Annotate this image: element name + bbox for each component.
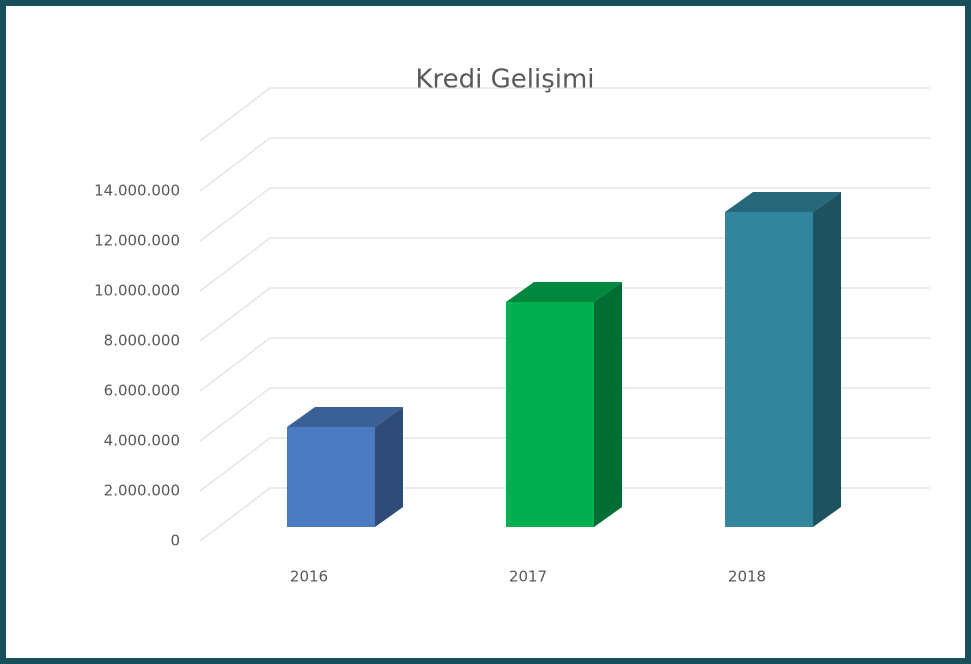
y-tick-label: 4.000.000 bbox=[104, 432, 180, 450]
grid-line bbox=[199, 487, 930, 542]
grid-line bbox=[199, 437, 930, 492]
x-tick-label: 2018 bbox=[728, 568, 766, 586]
grid-line bbox=[199, 87, 930, 142]
grid-line bbox=[199, 287, 930, 342]
grid-line bbox=[199, 337, 930, 392]
grid-line bbox=[199, 387, 930, 442]
y-tick-label: 10.000.000 bbox=[94, 282, 180, 300]
grid-line bbox=[199, 137, 930, 192]
bar-top bbox=[287, 407, 403, 427]
bar-side bbox=[594, 282, 622, 527]
y-tick-label: 8.000.000 bbox=[104, 332, 180, 350]
y-tick-label: 0 bbox=[170, 532, 180, 550]
bar-side bbox=[813, 192, 841, 527]
bar-top bbox=[506, 282, 622, 302]
y-tick-label: 2.000.000 bbox=[104, 482, 180, 500]
bar-top bbox=[725, 192, 841, 212]
y-tick-label: 6.000.000 bbox=[104, 382, 180, 400]
bar bbox=[725, 212, 813, 527]
grid-line bbox=[199, 187, 930, 242]
bar bbox=[287, 427, 375, 527]
x-tick-label: 2017 bbox=[509, 568, 547, 586]
grid-line bbox=[199, 237, 930, 292]
chart-title: Kredi Gelişimi bbox=[415, 65, 594, 95]
y-tick-label: 14.000.000 bbox=[94, 182, 180, 200]
bar bbox=[506, 302, 594, 527]
bar-side bbox=[375, 407, 403, 527]
x-tick-label: 2016 bbox=[290, 568, 328, 586]
y-tick-label: 12.000.000 bbox=[94, 232, 180, 250]
